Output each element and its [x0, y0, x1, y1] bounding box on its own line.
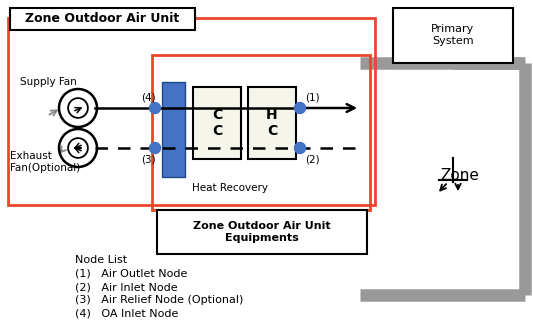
Text: Heat Recovery: Heat Recovery [192, 183, 268, 193]
Text: (2)   Air Inlet Node: (2) Air Inlet Node [75, 282, 177, 292]
Text: (2): (2) [305, 155, 320, 165]
Text: (1): (1) [305, 92, 320, 102]
Text: Zone Outdoor Air Unit
Equipments: Zone Outdoor Air Unit Equipments [193, 221, 331, 243]
Bar [157, 210, 367, 254]
Text: (3)   Air Relief Node (Optional): (3) Air Relief Node (Optional) [75, 295, 244, 305]
Circle shape [295, 143, 305, 154]
Bar [162, 82, 185, 177]
Text: H
C: H C [266, 108, 278, 138]
Text: (4)   OA Inlet Node: (4) OA Inlet Node [75, 308, 179, 318]
Circle shape [295, 103, 305, 114]
Text: Exhaust
Fan(Optional): Exhaust Fan(Optional) [10, 151, 80, 173]
Text: (4): (4) [141, 92, 155, 102]
Text: Supply Fan: Supply Fan [20, 77, 77, 87]
Bar [393, 8, 513, 63]
Text: Zone Outdoor Air Unit: Zone Outdoor Air Unit [25, 13, 179, 25]
Bar [152, 55, 370, 210]
Text: (1)   Air Outlet Node: (1) Air Outlet Node [75, 269, 188, 279]
Text: C
C: C C [212, 108, 222, 138]
Circle shape [149, 143, 160, 154]
Text: Node List: Node List [75, 255, 127, 265]
Text: Primary
System: Primary System [431, 24, 474, 46]
Bar [248, 87, 296, 159]
Bar [8, 18, 375, 205]
Bar [10, 8, 195, 30]
Text: (3): (3) [141, 155, 155, 165]
Circle shape [149, 103, 160, 114]
Text: Zone: Zone [441, 167, 480, 182]
Bar [193, 87, 241, 159]
